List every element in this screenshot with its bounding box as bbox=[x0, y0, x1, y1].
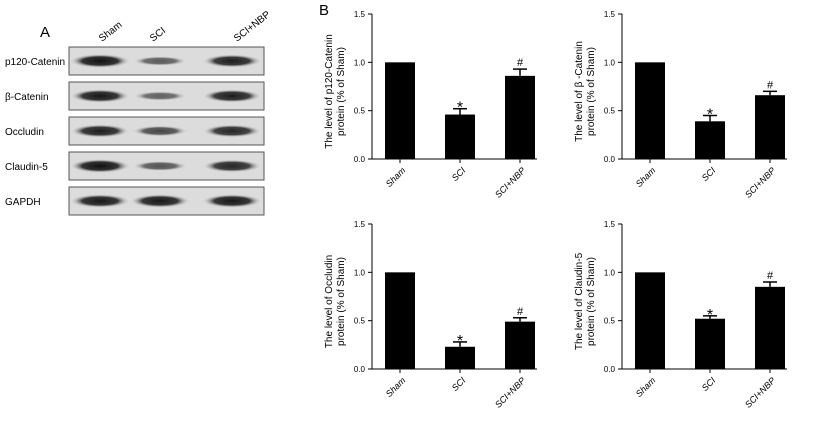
x-tick-label-sci-nbp: SCI+NBP bbox=[493, 375, 527, 409]
y-tick-label: 1.5 bbox=[604, 220, 616, 229]
blot-band bbox=[70, 89, 130, 103]
x-tick-label-sham: Sham bbox=[634, 375, 658, 399]
significance-hash: # bbox=[517, 57, 524, 69]
x-tick-label-sci-nbp: SCI+NBP bbox=[743, 375, 777, 409]
blot-band bbox=[202, 124, 262, 138]
blot-band bbox=[133, 161, 187, 171]
y-tick-label: 1.0 bbox=[604, 268, 616, 277]
band-label: Claudin-5 bbox=[5, 162, 48, 173]
bar-sham bbox=[635, 62, 665, 160]
blot-row-occludin: Occludin bbox=[5, 116, 265, 146]
bar-sci bbox=[445, 346, 475, 369]
band-label: β-Catenin bbox=[5, 92, 49, 103]
y-axis-label: The level of p120-Catenin bbox=[324, 34, 335, 149]
band-label: Occludin bbox=[5, 127, 44, 138]
band-label: GAPDH bbox=[5, 197, 41, 208]
bar-sham bbox=[385, 272, 415, 369]
y-axis-label: The level of Claudin-5 bbox=[574, 252, 585, 350]
blot-band bbox=[202, 89, 262, 103]
y-axis-label: protein (% of Sham) bbox=[336, 257, 347, 346]
chart-occludin: The level of Occludin protein (% of Sham)… bbox=[324, 220, 537, 410]
y-tick-label: 0.0 bbox=[354, 365, 366, 374]
significance-hash: # bbox=[517, 306, 524, 318]
significance-hash: # bbox=[767, 79, 774, 91]
y-axis-label: The level of Occludin bbox=[324, 255, 335, 348]
blot-band bbox=[70, 124, 130, 138]
bar-sham bbox=[385, 62, 415, 160]
chart-beta-catenin: The level of β -Catenin protein (% of Sha… bbox=[574, 10, 787, 200]
bar-sci bbox=[445, 114, 475, 159]
y-axis-label: protein (% of Sham) bbox=[336, 47, 347, 136]
x-tick-label-sci: SCI bbox=[450, 165, 468, 183]
x-tick-label-sci: SCI bbox=[450, 375, 468, 393]
x-tick-label-sci: SCI bbox=[700, 165, 718, 183]
y-axis-label: The level of β -Catenin bbox=[574, 41, 585, 142]
blot-band bbox=[70, 194, 130, 208]
chart-p120-catenin: The level of p120-Catenin protein (% of S… bbox=[324, 10, 537, 200]
chart-body: The level of p120-Catenin protein (% of S… bbox=[324, 10, 537, 200]
y-tick-label: 0.0 bbox=[604, 155, 616, 164]
x-tick-label-sham: Sham bbox=[384, 165, 408, 189]
y-axis-label: protein (% of Sham) bbox=[586, 47, 597, 136]
y-tick-label: 1.0 bbox=[354, 58, 366, 67]
significance-star: * bbox=[457, 333, 463, 350]
y-tick-label: 1.5 bbox=[354, 220, 366, 229]
y-axis-label: protein (% of Sham) bbox=[586, 257, 597, 346]
blot-row-p120-catenin: p120-Catenin bbox=[5, 46, 265, 76]
x-tick-label-sham: Sham bbox=[634, 165, 658, 189]
y-tick-label: 1.0 bbox=[354, 268, 366, 277]
panel-a-label: A bbox=[40, 24, 51, 41]
x-tick-label-sci-nbp: SCI+NBP bbox=[493, 165, 527, 199]
panel-b-label: B bbox=[319, 2, 330, 19]
y-tick-label: 0.5 bbox=[354, 317, 366, 326]
significance-hash: # bbox=[767, 270, 774, 282]
y-tick-label: 1.5 bbox=[354, 10, 366, 19]
y-tick-label: 1.0 bbox=[604, 58, 616, 67]
lane-label-sci: SCI bbox=[148, 25, 168, 44]
blot-band bbox=[70, 54, 130, 68]
blot-band bbox=[133, 56, 187, 66]
blot-band bbox=[202, 159, 262, 173]
blot-row-claudin-5: Claudin-5 bbox=[5, 151, 265, 181]
y-tick-label: 1.5 bbox=[604, 10, 616, 19]
significance-star: * bbox=[457, 100, 463, 117]
bar-sci-nbp bbox=[505, 75, 535, 159]
bar-sci-nbp bbox=[755, 95, 785, 159]
blot-band bbox=[130, 194, 190, 208]
blot-row-catenin: β-Catenin bbox=[5, 81, 265, 111]
y-tick-label: 0.5 bbox=[354, 107, 366, 116]
bar-sci-nbp bbox=[505, 321, 535, 369]
blot-band bbox=[202, 54, 262, 68]
bar-sci bbox=[695, 318, 725, 369]
significance-star: * bbox=[707, 307, 713, 324]
western-blot: Sham SCI SCI+NBP p120-Catenin β-Catenin Occlu… bbox=[5, 9, 273, 216]
blot-band bbox=[202, 194, 262, 208]
chart-body: The level of β -Catenin protein (% of Sha… bbox=[574, 10, 787, 200]
y-tick-label: 0.0 bbox=[354, 155, 366, 164]
chart-body: The level of Occludin protein (% of Sham)… bbox=[324, 220, 537, 410]
bar-sci bbox=[695, 121, 725, 159]
blot-row-gapdh: GAPDH bbox=[5, 186, 265, 216]
significance-star: * bbox=[707, 107, 713, 124]
bar-sci-nbp bbox=[755, 286, 785, 369]
y-tick-label: 0.0 bbox=[604, 365, 616, 374]
blot-band bbox=[70, 159, 130, 173]
bar-sham bbox=[635, 272, 665, 369]
lane-label-sham: Sham bbox=[97, 20, 124, 45]
x-tick-label-sham: Sham bbox=[384, 375, 408, 399]
chart-body: The level of Claudin-5 protein (% of Sham… bbox=[574, 220, 787, 410]
x-tick-label-sci: SCI bbox=[700, 375, 718, 393]
lane-label-sci-nbp: SCI+NBP bbox=[232, 9, 273, 44]
y-tick-label: 0.5 bbox=[604, 107, 616, 116]
blot-band bbox=[133, 91, 187, 101]
y-tick-label: 0.5 bbox=[604, 317, 616, 326]
blot-band bbox=[132, 125, 188, 137]
chart-claudin-5: The level of Claudin-5 protein (% of Sham… bbox=[574, 220, 787, 410]
band-label: p120-Catenin bbox=[5, 57, 65, 68]
x-tick-label-sci-nbp: SCI+NBP bbox=[743, 165, 777, 199]
